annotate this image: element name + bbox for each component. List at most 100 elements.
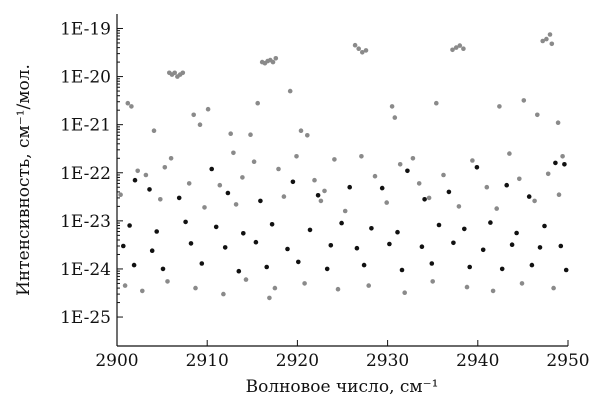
data-point — [526, 194, 532, 199]
data-point — [191, 112, 196, 118]
data-point — [285, 246, 290, 252]
data-point — [202, 205, 207, 210]
data-point — [342, 208, 348, 214]
x-tick-label: 2940 — [456, 351, 499, 371]
data-point — [332, 157, 337, 162]
data-point — [132, 177, 138, 183]
data-point — [154, 229, 159, 234]
data-point — [236, 268, 242, 274]
data-point — [497, 104, 502, 109]
data-point — [135, 168, 140, 174]
data-point — [121, 243, 126, 249]
data-point — [384, 200, 390, 205]
data-point — [312, 177, 317, 183]
data-point — [422, 197, 427, 202]
data-point — [122, 283, 128, 288]
data-point — [251, 159, 257, 164]
data-point — [359, 154, 364, 159]
data-point — [197, 122, 203, 127]
data-point — [273, 56, 279, 61]
data-point — [405, 168, 410, 174]
data-point — [545, 171, 551, 177]
data-point — [296, 259, 301, 265]
data-point — [369, 226, 374, 231]
data-point — [507, 151, 512, 156]
data-point — [544, 36, 549, 42]
data-point — [467, 264, 473, 270]
data-point — [441, 172, 446, 178]
data-point — [253, 239, 259, 245]
data-point — [160, 266, 166, 272]
data-point — [366, 283, 372, 288]
data-point — [453, 45, 459, 50]
data-point — [125, 100, 131, 106]
data-point — [556, 192, 562, 197]
data-point — [307, 227, 313, 233]
data-point — [450, 47, 455, 53]
data-point — [499, 266, 505, 272]
data-point — [221, 291, 226, 297]
data-points-layer — [118, 32, 569, 301]
data-point — [168, 156, 174, 161]
x-tick-label: 2910 — [186, 351, 229, 371]
data-point — [172, 70, 177, 76]
data-point — [558, 243, 564, 249]
data-point — [272, 285, 278, 291]
data-point — [549, 41, 555, 47]
data-point — [535, 112, 540, 118]
data-point — [488, 220, 493, 225]
data-point — [240, 175, 245, 180]
data-point — [542, 223, 547, 229]
data-point — [363, 48, 369, 53]
data-point — [335, 286, 341, 292]
data-point — [354, 245, 360, 251]
x-tick-label: 2930 — [366, 351, 409, 371]
data-point — [305, 133, 310, 138]
data-point — [457, 43, 463, 48]
data-point — [339, 220, 344, 226]
data-point — [233, 202, 239, 207]
data-point — [324, 266, 330, 272]
data-point — [547, 32, 553, 37]
y-tick-label: 1E-23 — [60, 212, 111, 232]
data-point — [213, 224, 219, 230]
data-point — [410, 156, 416, 161]
data-point — [540, 38, 545, 44]
data-point — [318, 198, 324, 204]
data-point — [217, 182, 223, 188]
data-point — [158, 197, 163, 202]
data-point — [470, 158, 475, 163]
data-point — [290, 179, 296, 185]
data-point — [480, 247, 486, 253]
data-point — [429, 261, 435, 266]
data-point — [484, 184, 490, 190]
data-point — [514, 230, 519, 236]
data-point — [426, 195, 432, 201]
y-tick-label: 1E-19 — [60, 19, 111, 39]
data-point — [360, 50, 365, 55]
data-point — [537, 245, 543, 250]
data-point — [258, 198, 263, 204]
data-point — [430, 279, 436, 284]
y-tick-label: 1E-20 — [60, 68, 111, 88]
data-point — [225, 190, 231, 196]
x-axis-title: Волновое число, см⁻¹ — [246, 377, 439, 397]
data-point — [193, 285, 198, 291]
data-point — [298, 128, 304, 133]
data-point — [356, 46, 362, 51]
data-series — [121, 160, 569, 274]
data-point — [143, 172, 149, 178]
data-point — [490, 288, 496, 294]
x-axis-ticks: 2900 2910 2920 2930 2940 2950 — [95, 340, 590, 371]
x-tick-label: 2900 — [95, 351, 138, 371]
data-point — [147, 187, 152, 192]
data-point — [222, 245, 228, 250]
data-point — [188, 241, 194, 246]
data-point — [494, 206, 500, 211]
data-point — [151, 128, 157, 133]
data-point — [264, 264, 270, 270]
data-point — [521, 98, 527, 103]
data-point — [560, 154, 565, 159]
data-point — [399, 267, 405, 273]
data-point — [379, 185, 385, 191]
